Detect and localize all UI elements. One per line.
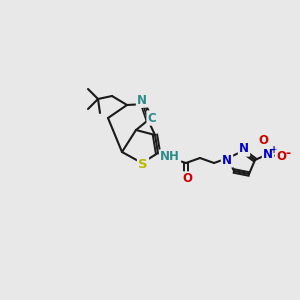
Text: O: O [258, 134, 268, 146]
Text: N: N [239, 142, 249, 155]
Text: S: S [138, 158, 148, 170]
Text: N: N [263, 148, 273, 160]
Text: N: N [222, 154, 232, 166]
Text: -: - [285, 146, 291, 160]
Text: C: C [148, 112, 156, 124]
Text: O: O [276, 151, 286, 164]
Text: +: + [270, 145, 278, 155]
Text: N: N [137, 94, 147, 106]
Text: O: O [182, 172, 192, 185]
Text: NH: NH [160, 151, 180, 164]
